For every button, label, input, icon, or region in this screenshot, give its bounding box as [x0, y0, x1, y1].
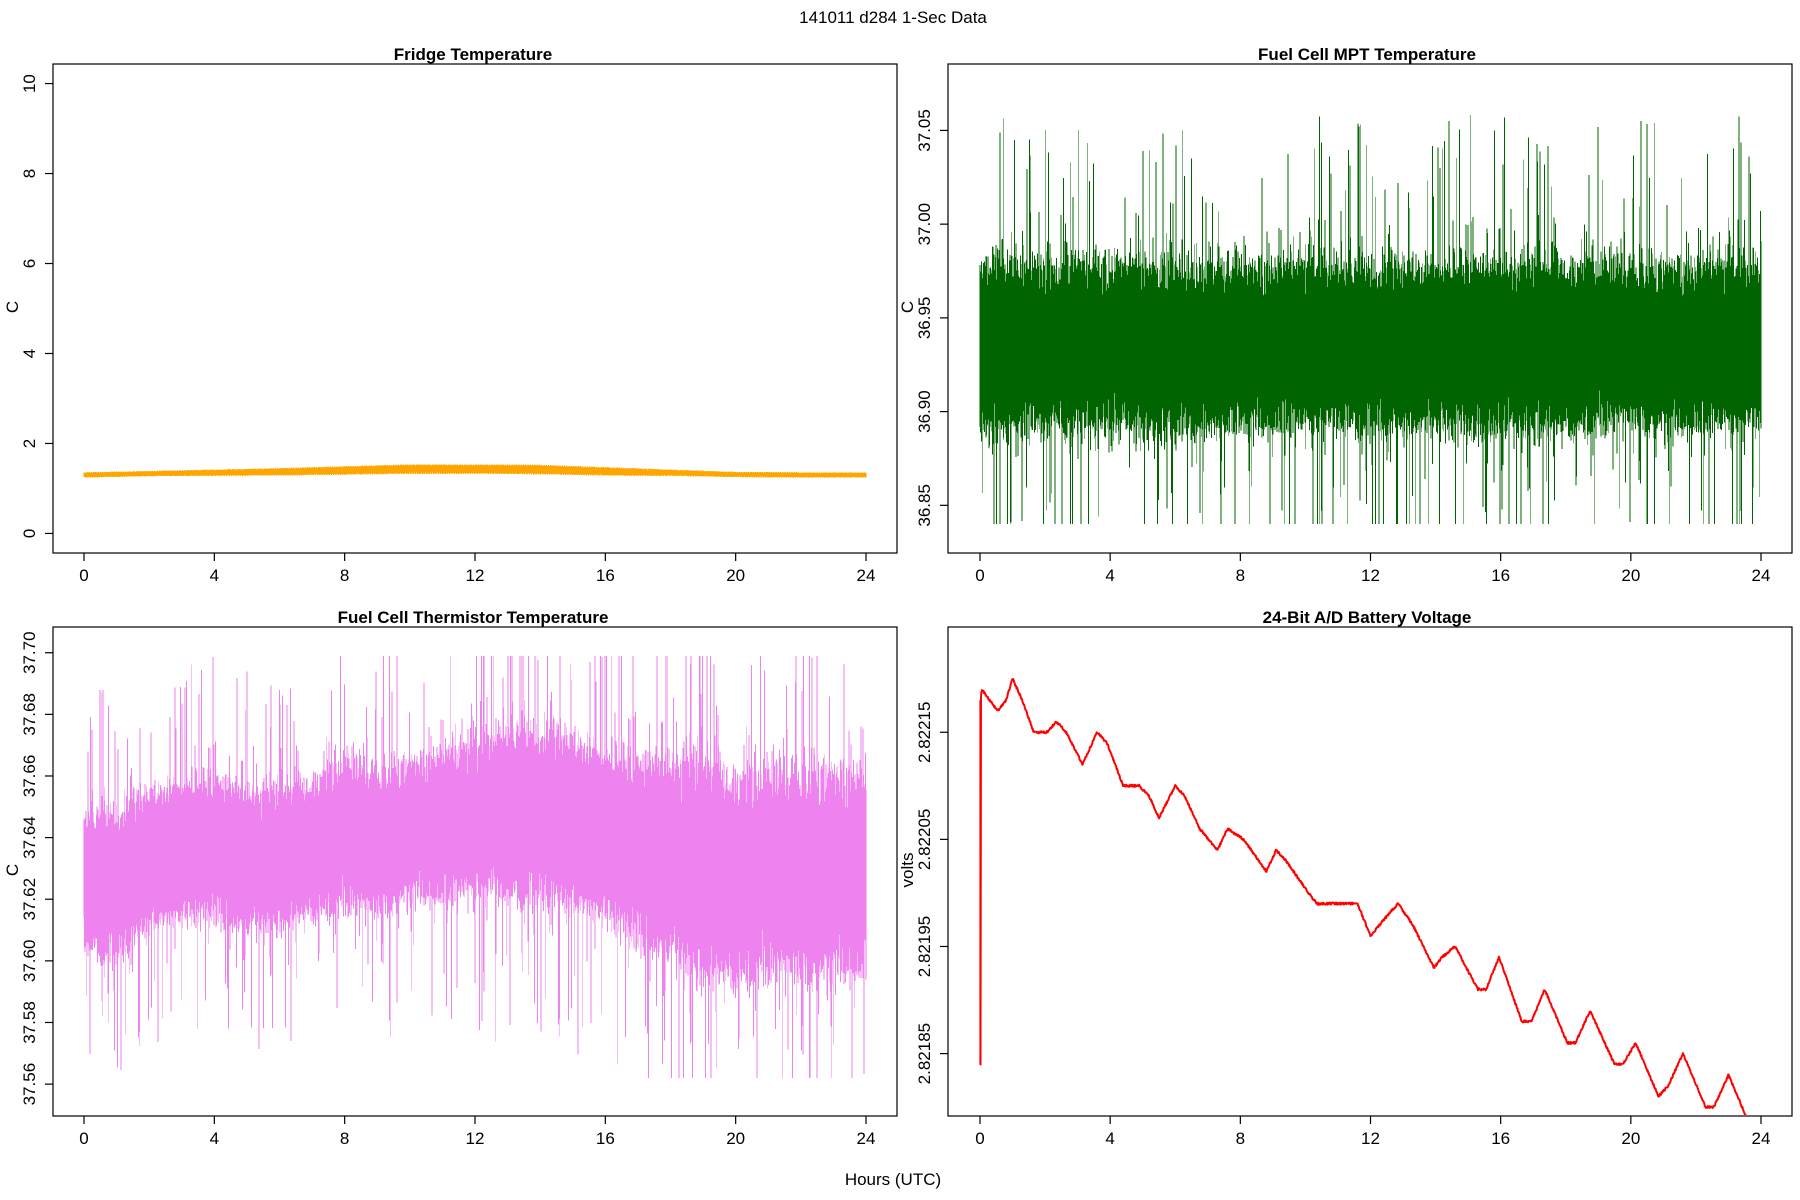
x-tick-label: 24 — [857, 1129, 876, 1148]
panel-fridge-temperature-title: Fridge Temperature — [394, 45, 552, 64]
panel-fuel-cell-mpt-temperature-plot: 0 4 8 12 16 20 24 36.85 36.90 36.95 37.00 37.05 — [915, 63, 1793, 585]
y-tick-label: 37.66 — [20, 755, 39, 798]
x-tick-label: 8 — [340, 566, 349, 585]
x-tick-label: 24 — [1752, 1129, 1771, 1148]
panel-battery-voltage: 24-Bit A/D Battery Voltage volts 0 4 8 12 16… — [898, 608, 1793, 1148]
panel-fuel-cell-mpt-temperature-y-axis-label: C — [898, 301, 917, 313]
panel-fuel-cell-thermistor-temperature-y-axis-label: C — [3, 864, 22, 876]
panel-battery-voltage-y-axis-label: volts — [898, 853, 917, 888]
y-tick-label: 2.82195 — [915, 916, 934, 977]
x-tick-label: 4 — [1105, 566, 1114, 585]
x-tick-label: 0 — [79, 1129, 88, 1148]
y-tick-label: 36.85 — [915, 484, 934, 527]
x-tick-label: 20 — [1621, 1129, 1640, 1148]
x-tick-label: 20 — [1621, 566, 1640, 585]
x-tick-label: 20 — [726, 566, 745, 585]
y-tick-label: 37.60 — [20, 940, 39, 983]
x-tick-label: 8 — [1236, 566, 1245, 585]
y-tick-label: 37.05 — [915, 109, 934, 152]
panel-fuel-cell-thermistor-temperature-plot: 0 4 8 12 16 20 24 37.56 37.58 37.60 37.62 37.64 37.6… — [20, 626, 898, 1148]
y-tick-label: 37.68 — [20, 693, 39, 736]
x-tick-label: 12 — [1361, 566, 1380, 585]
y-tick-label: 37.56 — [20, 1063, 39, 1106]
x-tick-label: 16 — [1491, 1129, 1510, 1148]
series-line-fuel-cell-thermistor-temperature — [83, 655, 867, 1078]
x-tick-label: 16 — [596, 566, 615, 585]
x-tick-label: 12 — [466, 1129, 485, 1148]
y-tick-label: 37.00 — [915, 203, 934, 246]
y-tick-label: 0 — [20, 529, 39, 538]
x-tick-label: 16 — [596, 1129, 615, 1148]
y-tick-label: 37.70 — [20, 631, 39, 674]
y-tick-label: 4 — [20, 349, 39, 358]
panel-fuel-cell-thermistor-temperature: Fuel Cell Thermistor Temperature C 0 4 8 12… — [3, 608, 898, 1148]
x-tick-label: 12 — [1361, 1129, 1380, 1148]
panel-fuel-cell-mpt-temperature: Fuel Cell MPT Temperature C 0 4 8 12 16 20 24 3… — [898, 45, 1793, 585]
x-tick-label: 16 — [1491, 566, 1510, 585]
x-tick-label: 20 — [726, 1129, 745, 1148]
y-tick-label: 37.64 — [20, 816, 39, 859]
y-tick-label: 2.82215 — [915, 702, 934, 763]
y-tick-label: 2.82185 — [915, 1023, 934, 1084]
x-tick-label: 24 — [1752, 566, 1771, 585]
y-tick-label: 37.62 — [20, 878, 39, 921]
x-tick-label: 4 — [210, 1129, 219, 1148]
y-tick-label: 8 — [20, 169, 39, 178]
x-tick-label: 0 — [79, 566, 88, 585]
y-tick-label: 6 — [20, 259, 39, 268]
y-tick-label: 2.82205 — [915, 809, 934, 870]
x-tick-label: 8 — [340, 1129, 349, 1148]
y-tick-label: 2 — [20, 439, 39, 448]
y-tick-label: 37.58 — [20, 1001, 39, 1044]
figure-title: 141011 d284 1-Sec Data — [799, 8, 987, 27]
x-tick-label: 0 — [975, 566, 984, 585]
x-tick-label: 0 — [975, 1129, 984, 1148]
figure-x-axis-label: Hours (UTC) — [845, 1170, 941, 1189]
y-tick-label: 36.90 — [915, 390, 934, 433]
series-line-fuel-cell-mpt-temperature — [979, 114, 1762, 525]
panel-battery-voltage-title: 24-Bit A/D Battery Voltage — [1263, 608, 1472, 627]
panel-fridge-temperature-y-axis-label: C — [3, 301, 22, 313]
panel-fuel-cell-mpt-temperature-title: Fuel Cell MPT Temperature — [1258, 45, 1476, 64]
series-line-battery-voltage — [979, 678, 1747, 1115]
panel-battery-voltage-plot: 0 4 8 12 16 20 24 2.82185 2.82195 2.82205 2.82215 — [915, 626, 1793, 1148]
y-tick-label: 36.95 — [915, 297, 934, 340]
x-tick-label: 4 — [1105, 1129, 1114, 1148]
series-line-fridge-temperature — [83, 464, 867, 478]
y-tick-label: 10 — [20, 74, 39, 93]
x-tick-label: 12 — [466, 566, 485, 585]
plot-frame — [947, 626, 1793, 1117]
plot-frame — [52, 63, 898, 554]
panel-fuel-cell-thermistor-temperature-title: Fuel Cell Thermistor Temperature — [338, 608, 609, 627]
x-tick-label: 24 — [857, 566, 876, 585]
x-tick-label: 8 — [1236, 1129, 1245, 1148]
x-tick-label: 4 — [210, 566, 219, 585]
